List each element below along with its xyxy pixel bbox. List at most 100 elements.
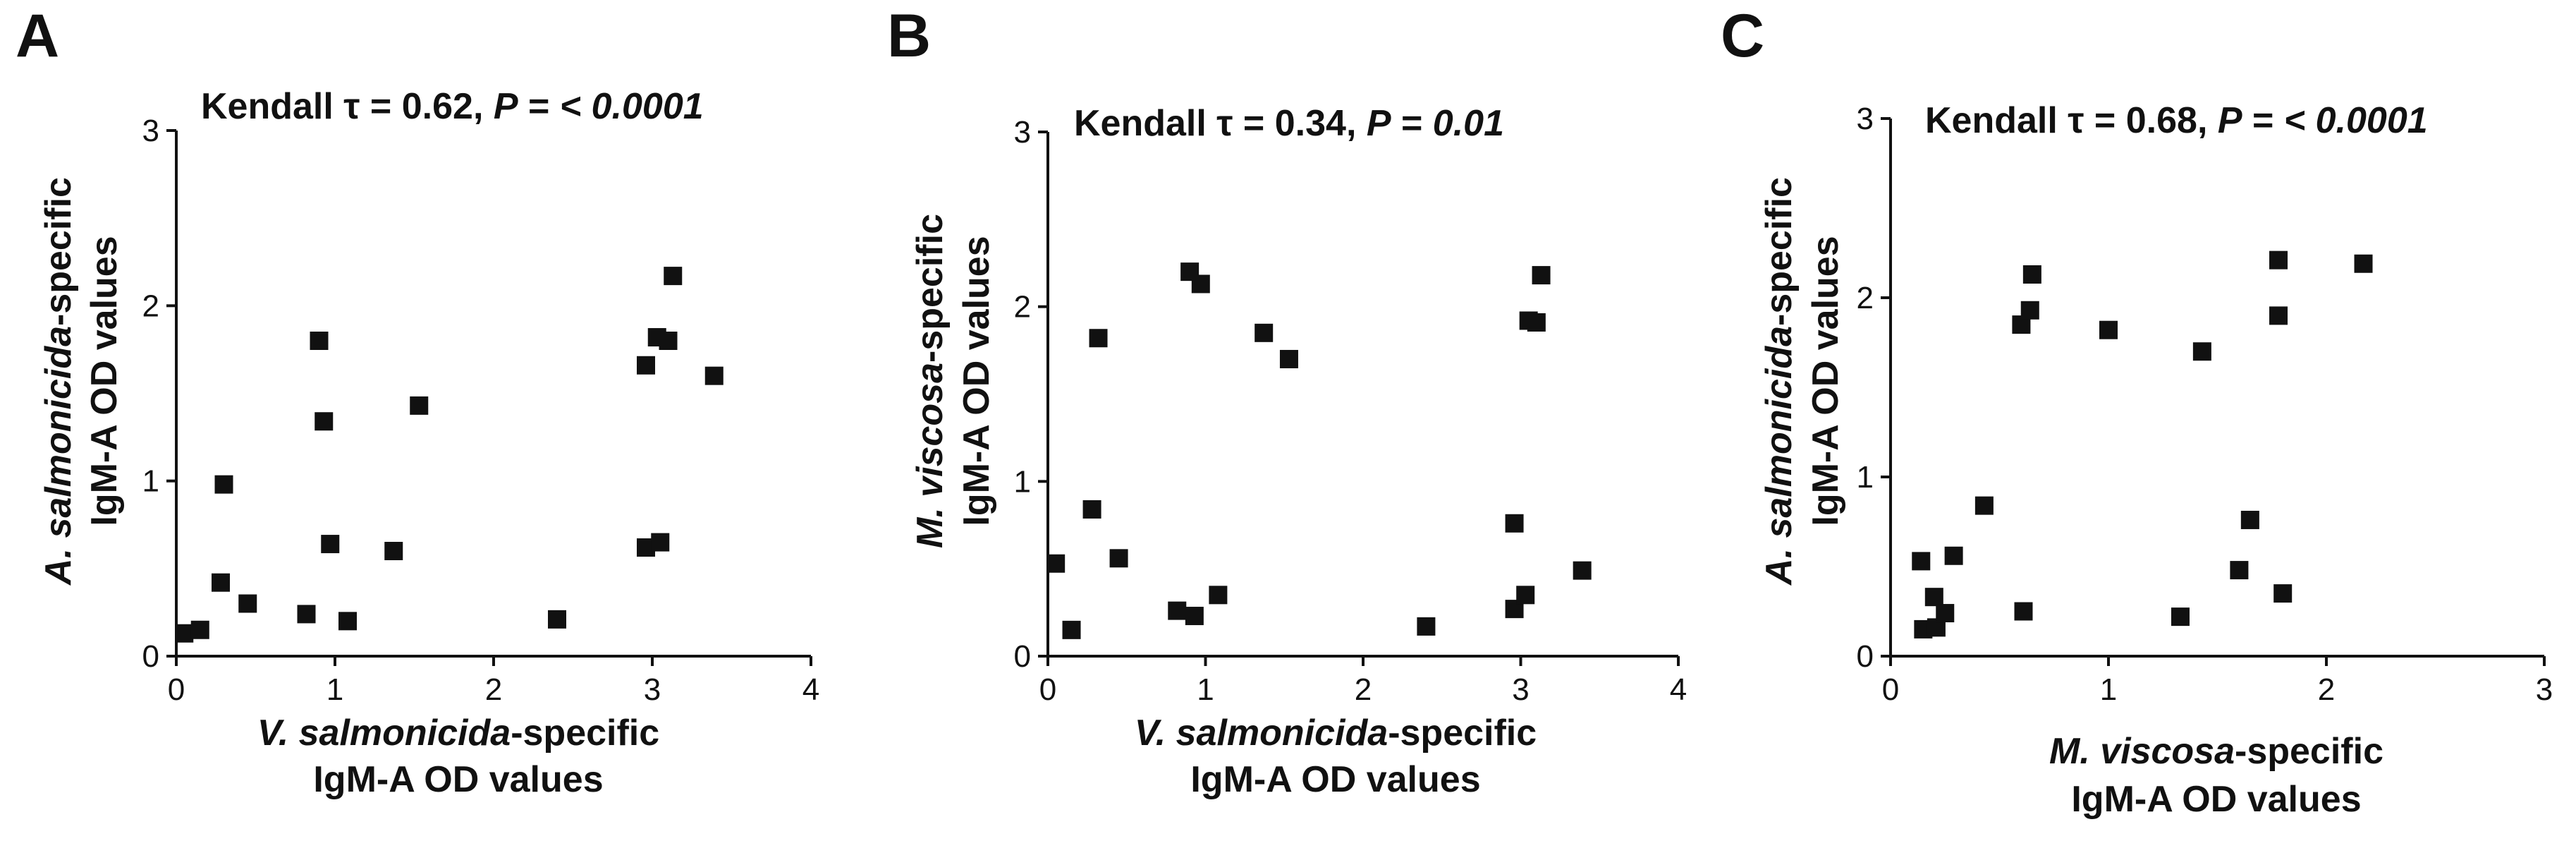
x-tick-label: 1 xyxy=(1197,672,1214,707)
p-equals: = xyxy=(518,86,560,127)
x-axis-title-line2: IgM-A OD values xyxy=(313,759,603,800)
data-point xyxy=(1279,349,1298,368)
data-point xyxy=(1082,500,1101,519)
x-tick-label: 4 xyxy=(802,672,819,707)
data-points xyxy=(1046,262,1592,639)
data-point xyxy=(410,396,429,415)
data-point xyxy=(1573,561,1592,580)
panel-c: C Kendall τ = 0.68, P = < 0.0001 A. salm… xyxy=(1721,2,2553,820)
y-tick-label: 2 xyxy=(142,289,159,323)
y-tick-label: 1 xyxy=(1014,464,1031,499)
p-equals: = xyxy=(1391,103,1433,144)
kendall-statistic: Kendall τ = 0.34, P = 0.01 xyxy=(1074,103,1504,144)
x-tick-label: 2 xyxy=(1355,672,1372,707)
data-point xyxy=(1974,496,1994,515)
data-point xyxy=(315,412,334,431)
data-point xyxy=(238,594,257,613)
y-axis-title-line1: A. salmonicida-specific xyxy=(1759,177,1800,586)
data-point xyxy=(2020,301,2039,320)
p-value: < 0.0001 xyxy=(560,86,704,127)
data-point xyxy=(2014,602,2033,621)
y-axis-title-line2: IgM-A OD values xyxy=(84,236,125,526)
kendall-prefix: Kendall τ = 0.62, xyxy=(201,86,494,127)
p-label: P xyxy=(494,86,518,127)
x-tick-label: 1 xyxy=(2100,672,2117,707)
y-tick-label: 0 xyxy=(1857,639,1874,674)
panel-label: A xyxy=(16,2,59,70)
panel-a: A Kendall τ = 0.62, P = < 0.0001 A. salm… xyxy=(16,2,819,800)
data-point xyxy=(2354,254,2373,273)
y-tick-label: 1 xyxy=(142,464,159,499)
data-point xyxy=(175,624,194,643)
data-point xyxy=(1062,620,1081,639)
x-axis-title-line1: V. salmonicida-specific xyxy=(257,713,659,754)
panel-label: C xyxy=(1721,2,1764,70)
x-tick-label: 2 xyxy=(2318,672,2335,707)
kendall-prefix: Kendall τ = 0.34, xyxy=(1074,103,1367,144)
data-point xyxy=(2240,510,2259,529)
x-tick-label: 3 xyxy=(2536,672,2553,707)
data-point xyxy=(190,620,209,639)
data-point xyxy=(1109,549,1128,568)
p-value: < 0.0001 xyxy=(2284,100,2428,141)
data-point xyxy=(2192,342,2211,361)
p-value: 0.01 xyxy=(1433,103,1504,144)
x-tick-label: 3 xyxy=(644,672,661,707)
data-points xyxy=(175,267,724,643)
x-axis-title-line1: V. salmonicida-specific xyxy=(1135,713,1537,754)
data-point xyxy=(2022,265,2041,284)
y-axis-title-line1: A. salmonicida-specific xyxy=(38,177,79,586)
data-point xyxy=(1089,329,1108,348)
data-point xyxy=(1912,552,1931,571)
data-point xyxy=(297,605,316,624)
data-point xyxy=(2099,320,2118,339)
data-points xyxy=(1912,250,2373,639)
y-tick-label: 1 xyxy=(1857,460,1874,495)
data-point xyxy=(1168,601,1187,620)
data-point xyxy=(338,612,357,631)
data-point xyxy=(1046,554,1066,573)
x-axis-title-line2: IgM-A OD values xyxy=(1190,759,1480,800)
y-tick-label: 0 xyxy=(1014,639,1031,674)
y-axis-title-line2: IgM-A OD values xyxy=(1805,236,1846,526)
data-point xyxy=(1527,313,1546,332)
axes: 0 1 2 3 4 0 1 2 3 xyxy=(142,114,820,707)
data-point xyxy=(664,267,683,286)
data-point xyxy=(384,542,403,560)
data-point xyxy=(2269,306,2288,325)
kendall-statistic: Kendall τ = 0.68, P = < 0.0001 xyxy=(1925,100,2428,141)
panel-b: B Kendall τ = 0.34, P = 0.01 M. viscosa-… xyxy=(887,2,1687,800)
data-point xyxy=(1936,604,1955,623)
data-point xyxy=(1191,274,1210,294)
data-point xyxy=(310,332,329,350)
kendall-statistic: Kendall τ = 0.62, P = < 0.0001 xyxy=(201,86,704,127)
data-point xyxy=(704,366,724,385)
x-tick-label: 0 xyxy=(1039,672,1056,707)
data-point xyxy=(321,535,340,554)
data-point xyxy=(1516,586,1535,605)
data-point xyxy=(1944,546,1963,565)
data-point xyxy=(1209,586,1228,605)
data-point xyxy=(637,356,655,375)
data-point xyxy=(1532,266,1551,285)
x-tick-label: 2 xyxy=(485,672,502,707)
data-point xyxy=(212,573,230,592)
x-tick-label: 1 xyxy=(326,672,343,707)
kendall-prefix: Kendall τ = 0.68, xyxy=(1925,100,2218,141)
y-axis-title-line1: M. viscosa-specific xyxy=(910,214,951,548)
data-point xyxy=(2269,250,2288,270)
y-axis-title-line2: IgM-A OD values xyxy=(956,236,997,526)
data-point xyxy=(1417,617,1436,636)
p-label: P xyxy=(1367,103,1391,144)
data-point xyxy=(2273,584,2293,603)
data-point xyxy=(2171,607,2190,627)
data-point xyxy=(214,475,233,494)
data-point xyxy=(1924,588,1943,607)
panel-label: B xyxy=(887,2,931,70)
x-tick-label: 3 xyxy=(1512,672,1529,707)
y-tick-label: 2 xyxy=(1857,281,1874,315)
y-tick-label: 3 xyxy=(1857,102,1874,136)
p-label: P xyxy=(2218,100,2242,141)
x-axis-title-line1: M. viscosa-specific xyxy=(2049,731,2383,772)
